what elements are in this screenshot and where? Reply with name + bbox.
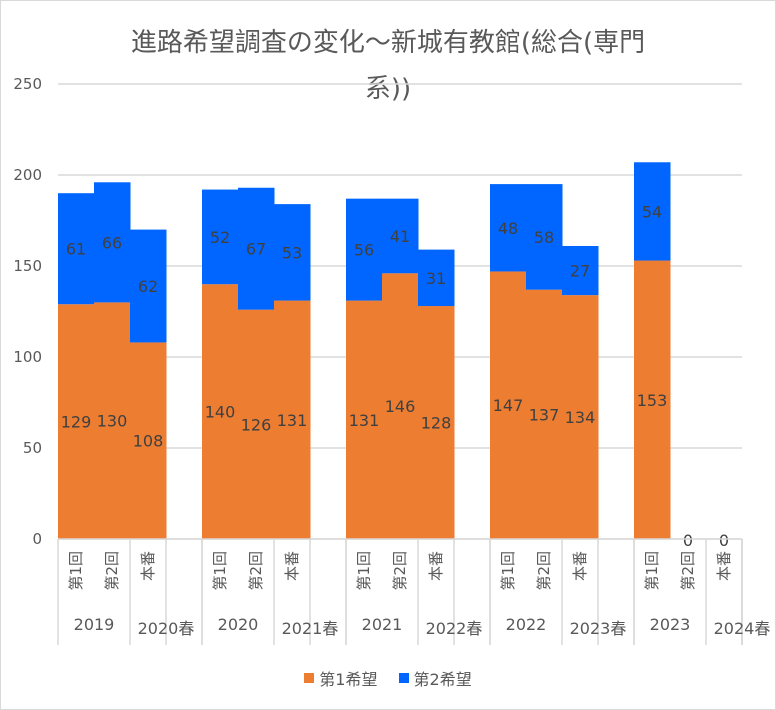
data-label-second-choice: 56 [354, 241, 374, 260]
group-year-label: 2022 [506, 615, 547, 634]
data-label-second-choice: 53 [282, 243, 302, 262]
sub-category-label: 第2回 [679, 551, 697, 591]
data-label-second-choice: 54 [642, 202, 662, 221]
sub-category-label: 本番 [139, 551, 157, 581]
bar-first-choice [130, 342, 167, 539]
chart-title-line-2: 系)) [364, 74, 412, 104]
data-label-first-choice: 137 [529, 405, 560, 424]
data-label-first-choice: 134 [565, 408, 596, 427]
bar-second-choice [346, 198, 383, 301]
data-label-first-choice: 140 [205, 403, 236, 422]
sub-category-label: 第2回 [103, 551, 121, 591]
bar-second-choice [634, 162, 671, 261]
bar-first-choice [346, 300, 383, 539]
group-spring-label: 2023春 [570, 619, 627, 638]
data-label-second-choice: 27 [570, 262, 590, 281]
bar-second-choice [382, 198, 419, 274]
sub-category-label: 第1回 [499, 551, 517, 591]
group-spring-label: 2020春 [138, 619, 195, 638]
data-label-first-choice: 153 [637, 391, 668, 410]
y-tick-label: 0 [32, 530, 42, 548]
bar-second-choice [130, 229, 167, 343]
sub-category-label: 本番 [715, 551, 733, 581]
data-label-second-choice: 62 [138, 277, 158, 296]
bar-first-choice [418, 306, 455, 539]
legend-swatch-second-choice [398, 673, 409, 683]
data-label-second-choice: 66 [102, 233, 122, 252]
bar-first-choice [238, 309, 275, 539]
group-spring-label: 2024春 [714, 619, 771, 638]
data-label-second-choice: 61 [66, 240, 86, 259]
chart-title: 進路希望調査の変化～新城有教館(総合(専門 系)) [60, 20, 716, 112]
data-label-second-choice: 48 [498, 219, 518, 238]
bar-second-choice [238, 187, 275, 310]
bar-second-choice [562, 245, 599, 296]
sub-category-label: 第1回 [67, 551, 85, 591]
bar-second-choice [274, 204, 311, 301]
sub-category-label: 第2回 [391, 551, 409, 591]
legend-label-first-choice: 第1希望 [319, 670, 378, 689]
bar-first-choice [634, 260, 671, 539]
sub-category-label: 第1回 [211, 551, 229, 591]
bar-first-choice [94, 302, 131, 539]
group-year-label: 2023 [650, 615, 691, 634]
legend: 第1希望 第2希望 [0, 666, 776, 690]
bar-first-choice [274, 300, 311, 539]
y-tick-label: 200 [13, 166, 42, 184]
bar-first-choice [562, 295, 599, 539]
sub-category-label: 本番 [571, 551, 589, 581]
bar-first-choice [202, 284, 239, 539]
y-tick-label: 100 [13, 348, 42, 366]
data-label-first-choice: 0 [683, 531, 693, 550]
sub-category-label: 第2回 [247, 551, 265, 591]
sub-category-label: 第2回 [535, 551, 553, 591]
bar-second-choice [94, 182, 131, 303]
data-label-second-choice: 41 [390, 227, 410, 246]
legend-label-second-choice: 第2希望 [413, 670, 472, 689]
bar-second-choice [418, 249, 455, 307]
group-year-label: 2019 [74, 615, 115, 634]
y-tick-label: 150 [13, 257, 42, 275]
data-label-first-choice: 126 [241, 415, 272, 434]
sub-category-label: 第1回 [643, 551, 661, 591]
bar-second-choice [202, 189, 239, 285]
bar-first-choice [526, 289, 563, 539]
group-year-label: 2020 [218, 615, 259, 634]
legend-swatch-first-choice [304, 673, 315, 683]
data-label-second-choice: 31 [426, 269, 446, 288]
group-spring-label: 2022春 [426, 619, 483, 638]
y-tick-label: 50 [23, 439, 42, 457]
data-label-second-choice: 58 [534, 228, 554, 247]
sub-category-label: 本番 [283, 551, 301, 581]
legend-item-second-choice: 第2希望 [398, 666, 472, 690]
data-label-first-choice: 130 [97, 412, 128, 431]
data-label-first-choice: 131 [277, 411, 308, 430]
data-label-second-choice: 52 [210, 228, 230, 247]
sub-category-label: 本番 [427, 551, 445, 581]
data-label-first-choice: 147 [493, 396, 524, 415]
data-label-first-choice: 128 [421, 414, 452, 433]
data-label-first-choice: 131 [349, 411, 380, 430]
bar-second-choice [526, 184, 563, 290]
data-label-first-choice: 129 [61, 413, 92, 432]
y-tick-label: 250 [13, 75, 42, 93]
group-year-label: 2021 [362, 615, 403, 634]
bar-first-choice [58, 304, 95, 539]
data-label-first-choice: 0 [719, 531, 729, 550]
bar-first-choice [382, 273, 419, 539]
bar-second-choice [490, 184, 527, 272]
bar-first-choice [490, 271, 527, 539]
legend-item-first-choice: 第1希望 [304, 666, 377, 690]
group-spring-label: 2021春 [282, 619, 339, 638]
data-label-first-choice: 146 [385, 397, 416, 416]
bar-second-choice [58, 193, 95, 305]
sub-category-label: 第1回 [355, 551, 373, 591]
chart-title-line-1: 進路希望調査の変化～新城有教館(総合(専門 [130, 28, 646, 58]
data-label-first-choice: 108 [133, 432, 164, 451]
data-label-second-choice: 67 [246, 240, 266, 259]
